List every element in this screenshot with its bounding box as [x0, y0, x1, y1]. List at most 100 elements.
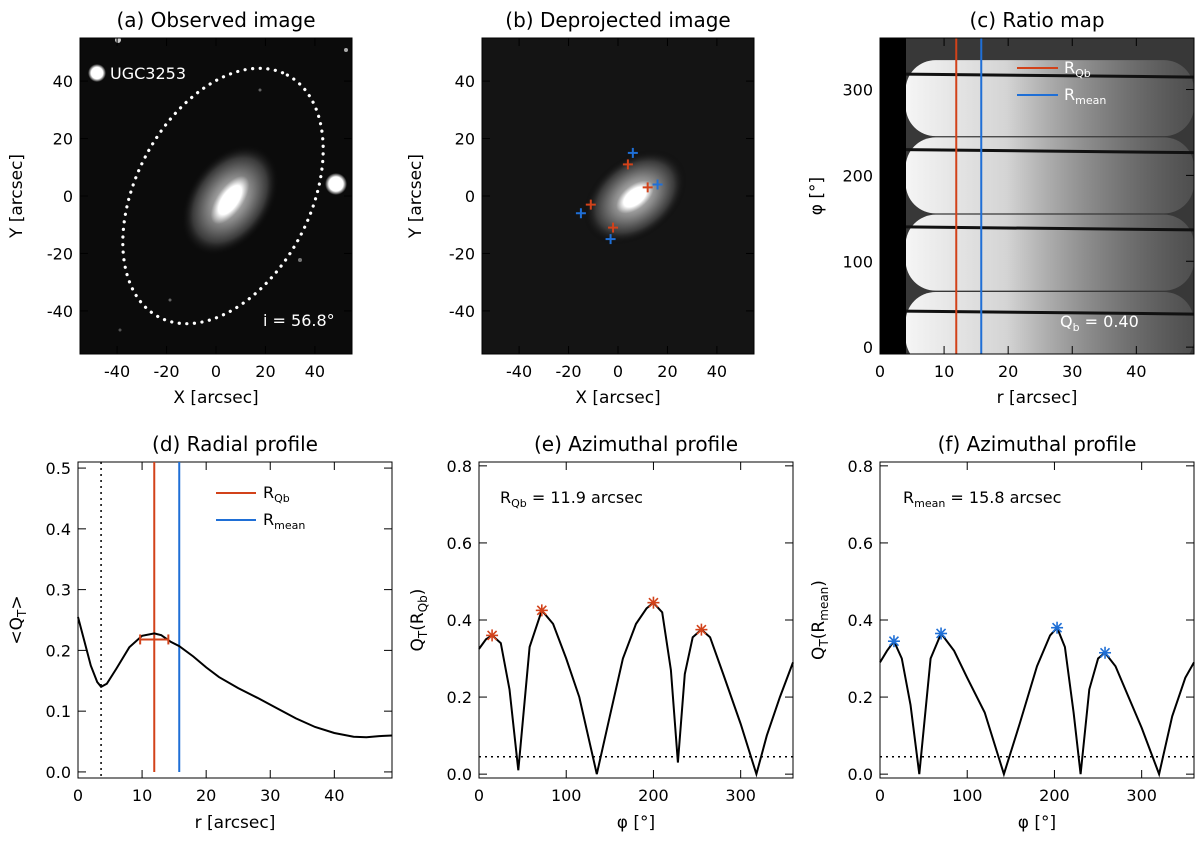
- star-icon: [325, 173, 347, 195]
- panel-c-title: (c) Ratio map: [969, 8, 1104, 32]
- panel-d-xlabel: r [arcsec]: [195, 813, 276, 833]
- panel-d-title: (d) Radial profile: [152, 432, 318, 456]
- x-tick-label: -40: [506, 362, 532, 381]
- legend-label-rqb: RQb: [1064, 58, 1091, 80]
- x-tick-label: 40: [305, 362, 325, 381]
- x-tick-label: 20: [255, 362, 275, 381]
- panel-a-image: [80, 38, 352, 354]
- panel-a-title: (a) Observed image: [116, 8, 315, 32]
- marker-rmean: [605, 234, 616, 245]
- panel-c: (c) Ratio map RQb Rmean Qb = 0.40 0 10 20 3…: [807, 8, 1195, 408]
- y-tick-label: 100: [842, 252, 873, 271]
- panel-d-legend: RQb Rmean: [216, 483, 305, 532]
- panel-a: (a) Observed image UGC3253 i = 56.8° -40…: [7, 8, 353, 408]
- galaxy-label: UGC3253: [110, 64, 186, 83]
- x-tick-label: 0: [474, 786, 484, 805]
- y-tick-label: 40: [53, 72, 73, 91]
- panel-e-ylabel: QT(RQb): [408, 589, 430, 652]
- y-tick-label: 20: [455, 130, 475, 149]
- panel-e-title: (e) Azimuthal profile: [534, 432, 738, 456]
- y-tick-label: 0.6: [447, 534, 472, 553]
- panel-c-heatmap: [880, 38, 1194, 354]
- x-tick-label: 20: [657, 362, 677, 381]
- marker-rqb: [608, 222, 619, 233]
- y-tick-label: -40: [47, 302, 73, 321]
- panel-f-ylabel: QT(Rmean): [809, 580, 831, 660]
- panel-a-xlabel: X [arcsec]: [173, 388, 258, 408]
- x-tick-label: 30: [1062, 362, 1082, 381]
- ratio-minimum: [905, 72, 1194, 79]
- panel-a-ylabel: Y [arcsec]: [7, 154, 27, 239]
- y-tick-label: 40: [455, 72, 475, 91]
- y-tick-label: 0.8: [848, 457, 873, 476]
- marker-rmean: [652, 179, 663, 190]
- y-tick-label: 0.0: [46, 763, 71, 782]
- x-tick-label: 100: [952, 786, 983, 805]
- y-tick-label: 0.6: [848, 534, 873, 553]
- x-tick-label: 40: [707, 362, 727, 381]
- ratio-band: [905, 291, 1194, 354]
- ratio-minimum: [905, 225, 1194, 232]
- y-tick-label: 20: [53, 130, 73, 149]
- inclination-label: i = 56.8°: [263, 311, 335, 330]
- panel-b-image: [482, 38, 754, 354]
- peak-marker: [935, 627, 948, 640]
- x-tick-label: 30: [260, 786, 280, 805]
- y-tick-label: -20: [47, 244, 73, 263]
- marker-rmean: [575, 208, 586, 219]
- peak-marker: [887, 635, 900, 648]
- legend-label-rqb: RQb: [263, 483, 290, 505]
- error-bar: [139, 634, 170, 645]
- ratio-band: [905, 137, 1194, 214]
- panel-c-axes: 0 10 20 30 40 0 100 200 300: [842, 38, 1194, 381]
- legend-label-rmean: Rmean: [1064, 85, 1106, 107]
- marker-rqb: [622, 159, 633, 170]
- peak-marker: [1051, 621, 1064, 634]
- peak-marker: [535, 604, 548, 617]
- qb-label: Qb = 0.40: [1060, 312, 1139, 334]
- y-tick-label: 0: [863, 338, 873, 357]
- x-tick-label: 40: [1126, 362, 1146, 381]
- x-tick-label: 300: [1126, 786, 1157, 805]
- y-tick-label: 0.5: [46, 459, 71, 478]
- y-tick-label: 0: [465, 187, 475, 206]
- x-tick-label: 0: [875, 362, 885, 381]
- x-tick-label: -40: [104, 362, 130, 381]
- panel-c-legend: RQb Rmean: [1017, 58, 1106, 107]
- panel-f-axes: 0 100 200 300 0.0 0.2 0.4 0.6 0.8: [848, 457, 1194, 805]
- y-tick-label: 0: [63, 187, 73, 206]
- panel-f-title: (f) Azimuthal profile: [938, 432, 1137, 456]
- x-tick-label: -20: [153, 362, 179, 381]
- star-icon: [88, 64, 106, 82]
- ratio-minimum: [905, 148, 1194, 155]
- panel-b-xlabel: X [arcsec]: [575, 388, 660, 408]
- panel-e-annotation: RQb = 11.9 arcsec: [500, 488, 643, 510]
- azimuthal-profile-line: [879, 625, 1195, 778]
- inclination-ellipse: [121, 66, 325, 326]
- x-tick-label: 10: [132, 786, 152, 805]
- x-tick-label: 300: [725, 786, 756, 805]
- x-tick-label: 0: [211, 362, 221, 381]
- panel-c-ylabel: φ [°]: [807, 177, 827, 215]
- x-tick-label: 100: [551, 786, 582, 805]
- x-tick-label: 0: [875, 786, 885, 805]
- y-tick-label: 0.2: [46, 641, 71, 660]
- marker-rqb: [642, 182, 653, 193]
- x-tick-label: -20: [555, 362, 581, 381]
- panel-b: (b) Deprojected image -40 -20 0 20 40 -40 -20 0…: [406, 8, 755, 408]
- marker-rmean: [627, 147, 638, 158]
- y-tick-label: 0.1: [46, 702, 71, 721]
- y-tick-label: -20: [449, 244, 475, 263]
- ratio-minimum: [905, 309, 1194, 316]
- panel-e-axes: 0 100 200 300 0.0 0.2 0.4 0.6 0.8: [447, 457, 793, 805]
- panel-f: (f) Azimuthal profile Rmean = 15.8 arcse…: [809, 432, 1195, 833]
- peak-marker: [486, 629, 499, 642]
- panel-a-axes: -40 -20 0 20 40 -40 -20 0 20 40: [47, 38, 352, 381]
- x-tick-label: 20: [998, 362, 1018, 381]
- y-tick-label: 300: [842, 81, 873, 100]
- legend-label-rmean: Rmean: [263, 510, 305, 532]
- y-tick-label: 0.8: [447, 457, 472, 476]
- marker-rqb: [585, 199, 596, 210]
- x-tick-label: 0: [613, 362, 623, 381]
